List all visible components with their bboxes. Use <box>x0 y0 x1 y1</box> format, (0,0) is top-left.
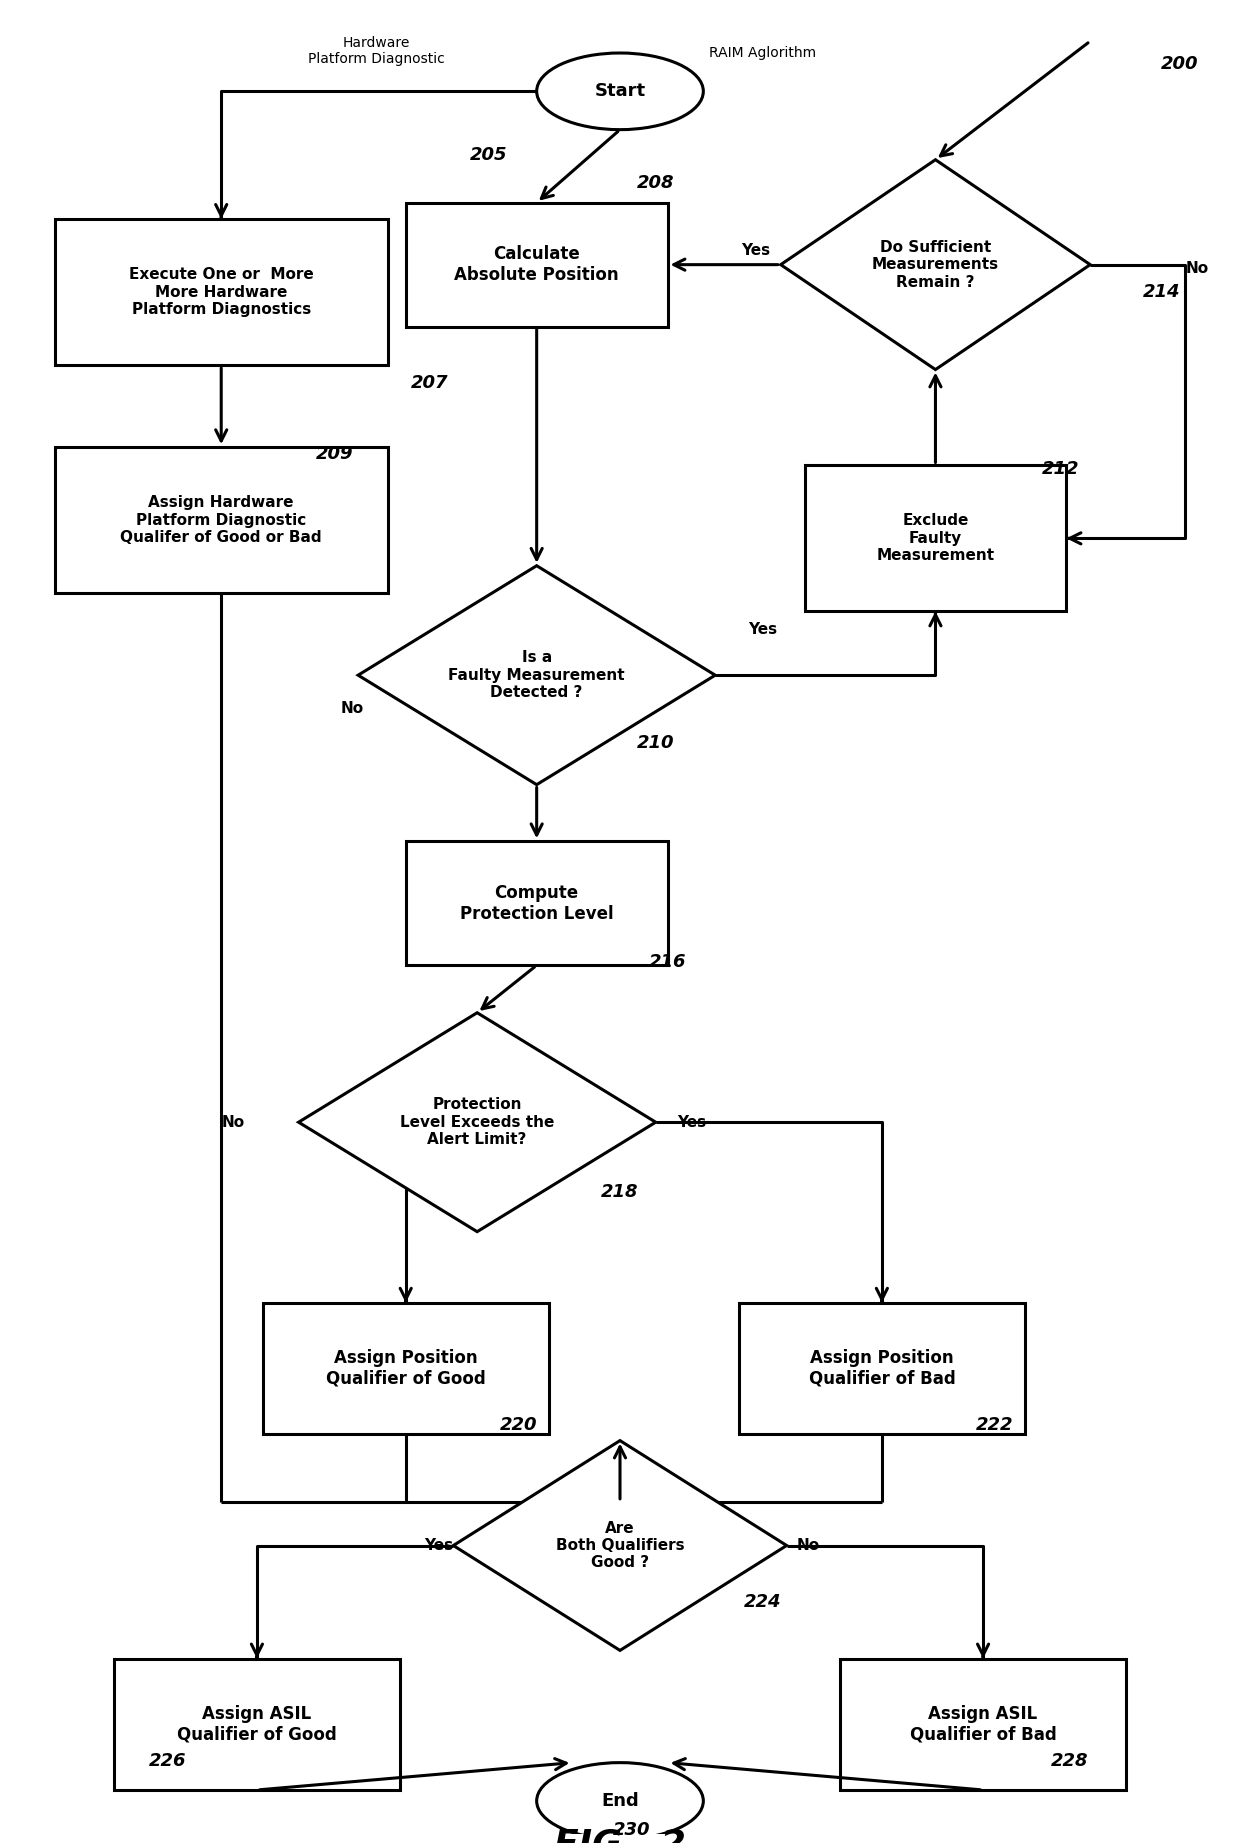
Text: 222: 222 <box>976 1415 1014 1434</box>
Text: 216: 216 <box>649 953 687 971</box>
Text: 224: 224 <box>744 1592 781 1611</box>
Text: Assign ASIL
Qualifier of Bad: Assign ASIL Qualifier of Bad <box>910 1705 1056 1743</box>
Text: Execute One or  More
More Hardware
Platform Diagnostics: Execute One or More More Hardware Platfo… <box>129 267 314 317</box>
Text: No: No <box>796 1539 820 1554</box>
FancyBboxPatch shape <box>55 448 388 593</box>
Text: Yes: Yes <box>677 1115 706 1130</box>
Text: Protection
Level Exceeds the
Alert Limit?: Protection Level Exceeds the Alert Limit… <box>401 1097 554 1146</box>
Text: Calculate
Absolute Position: Calculate Absolute Position <box>454 245 619 284</box>
Text: Assign ASIL
Qualifier of Good: Assign ASIL Qualifier of Good <box>177 1705 337 1743</box>
Polygon shape <box>358 566 715 785</box>
Text: 205: 205 <box>470 146 508 164</box>
Text: Exclude
Faulty
Measurement: Exclude Faulty Measurement <box>877 514 994 564</box>
Text: Are
Both Qualifiers
Good ?: Are Both Qualifiers Good ? <box>556 1520 684 1570</box>
Text: Yes: Yes <box>748 623 777 638</box>
Text: 226: 226 <box>149 1753 186 1769</box>
Text: 207: 207 <box>410 374 449 393</box>
Polygon shape <box>454 1441 786 1651</box>
Polygon shape <box>299 1012 656 1231</box>
Text: Yes: Yes <box>424 1539 454 1554</box>
Text: Assign Position
Qualifier of Bad: Assign Position Qualifier of Bad <box>808 1349 955 1388</box>
Text: 214: 214 <box>1143 284 1180 300</box>
Text: Do Sufficient
Measurements
Remain ?: Do Sufficient Measurements Remain ? <box>872 240 999 289</box>
Text: No: No <box>1185 262 1209 276</box>
FancyBboxPatch shape <box>405 203 667 326</box>
Text: 230: 230 <box>613 1821 651 1839</box>
FancyBboxPatch shape <box>114 1659 399 1790</box>
FancyBboxPatch shape <box>263 1303 548 1434</box>
Ellipse shape <box>537 53 703 129</box>
Text: Assign Hardware
Platform Diagnostic
Qualifer of Good or Bad: Assign Hardware Platform Diagnostic Qual… <box>120 496 322 546</box>
Text: 220: 220 <box>500 1415 538 1434</box>
Text: 228: 228 <box>1052 1753 1089 1769</box>
FancyBboxPatch shape <box>405 840 667 966</box>
Text: 208: 208 <box>637 173 675 192</box>
FancyBboxPatch shape <box>739 1303 1024 1434</box>
Text: No: No <box>341 700 363 715</box>
FancyBboxPatch shape <box>805 466 1066 612</box>
Text: No: No <box>222 1115 244 1130</box>
Text: Compute
Protection Level: Compute Protection Level <box>460 885 614 923</box>
FancyBboxPatch shape <box>841 1659 1126 1790</box>
Polygon shape <box>781 160 1090 370</box>
Text: 212: 212 <box>1042 461 1079 477</box>
Text: 209: 209 <box>315 446 353 463</box>
FancyBboxPatch shape <box>55 219 388 365</box>
Text: Hardware
Platform Diagnostic: Hardware Platform Diagnostic <box>308 37 444 66</box>
Text: Is a
Faulty Measurement
Detected ?: Is a Faulty Measurement Detected ? <box>449 651 625 700</box>
Text: 218: 218 <box>601 1183 639 1200</box>
Text: Start: Start <box>594 83 646 100</box>
Text: Assign Position
Qualifier of Good: Assign Position Qualifier of Good <box>326 1349 486 1388</box>
Text: End: End <box>601 1791 639 1810</box>
Text: RAIM Aglorithm: RAIM Aglorithm <box>709 46 816 61</box>
Text: FIG.  2: FIG. 2 <box>554 1826 686 1843</box>
Text: 210: 210 <box>637 734 675 752</box>
Text: 200: 200 <box>1161 55 1198 74</box>
Text: Yes: Yes <box>742 243 770 258</box>
Ellipse shape <box>537 1762 703 1839</box>
